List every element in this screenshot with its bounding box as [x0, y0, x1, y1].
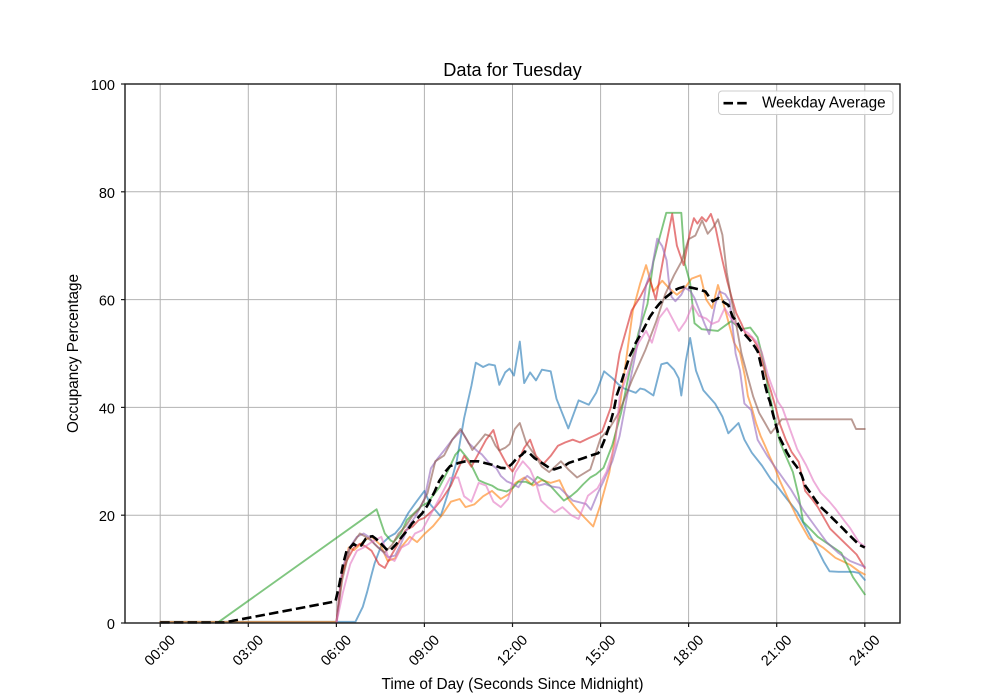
svg-text:Occupancy Percentage: Occupancy Percentage — [65, 274, 82, 433]
svg-text:Data for Tuesday: Data for Tuesday — [443, 60, 582, 80]
svg-text:40: 40 — [99, 401, 115, 417]
svg-text:80: 80 — [99, 186, 115, 202]
svg-text:100: 100 — [91, 78, 115, 94]
svg-text:60: 60 — [99, 294, 115, 310]
svg-text:20: 20 — [99, 509, 115, 525]
svg-text:0: 0 — [107, 617, 115, 633]
svg-text:Time of Day (Seconds Since Mid: Time of Day (Seconds Since Midnight) — [381, 676, 643, 693]
svg-text:Weekday Average: Weekday Average — [762, 95, 886, 112]
